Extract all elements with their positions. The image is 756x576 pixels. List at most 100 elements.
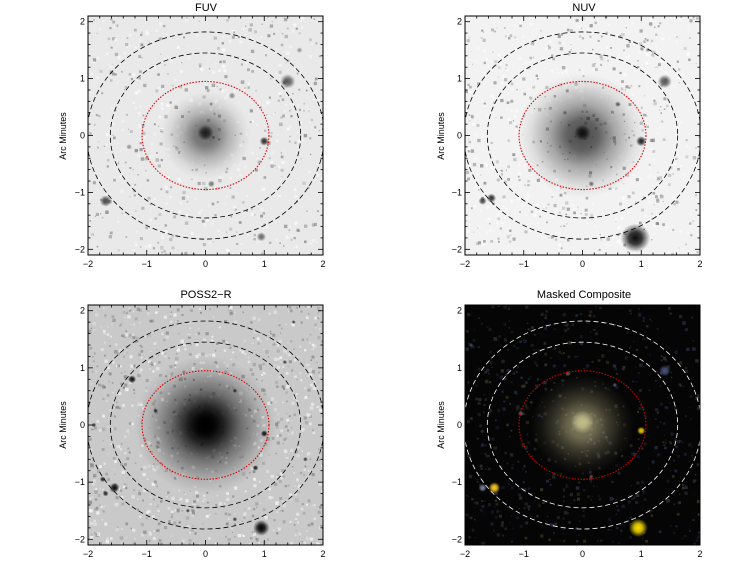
- x-tick-label: −2: [460, 549, 470, 559]
- x-tick-label: 0: [580, 549, 585, 559]
- y-tick-label: 1: [457, 74, 462, 84]
- point-source: [232, 517, 238, 522]
- outer-aperture-ellipse: [88, 31, 323, 240]
- y-tick-label: 2: [457, 306, 462, 316]
- point-source: [126, 144, 133, 150]
- outer-aperture-ellipse: [465, 320, 700, 530]
- outer-aperture-ellipse: [88, 320, 323, 530]
- x-tick-label: 0: [203, 259, 208, 269]
- x-tick-label: −1: [142, 549, 152, 559]
- point-sources: [91, 320, 308, 536]
- point-sources: [99, 47, 303, 242]
- y-tick-label: 2: [457, 17, 462, 27]
- point-source: [189, 409, 222, 441]
- x-tick-label: −2: [83, 549, 93, 559]
- x-tick-label: 1: [639, 549, 644, 559]
- point-source: [291, 320, 296, 325]
- tick-marks: [87, 305, 324, 545]
- point-source: [628, 518, 648, 537]
- point-source: [280, 74, 296, 89]
- point-source: [574, 124, 591, 141]
- point-source: [109, 482, 120, 493]
- y-tick-label: 2: [80, 17, 85, 27]
- y-tick-label: 0: [457, 131, 462, 141]
- panel-poss2-r: POSS2−R Arc Minutes −2 −1 0 1 2 −2 −1 0 …: [58, 289, 326, 559]
- middle-aperture-ellipse: [109, 52, 302, 219]
- y-tick-label: 1: [80, 74, 85, 84]
- point-source: [127, 375, 137, 384]
- point-source: [658, 365, 671, 377]
- x-tick-label: 2: [697, 259, 702, 269]
- inner-aperture-ellipse: [518, 370, 647, 480]
- panel-fuv: FUV Arc Minutes −2 −1 0 1 2 −2 −1 0 1 2: [58, 2, 326, 269]
- x-tick-label: 1: [639, 259, 644, 269]
- y-tick-label: 0: [80, 420, 85, 430]
- inner-aperture-ellipse: [141, 80, 270, 191]
- point-source: [303, 457, 308, 462]
- point-source: [488, 482, 501, 494]
- point-source: [185, 508, 190, 513]
- x-tick-label: 1: [262, 549, 267, 559]
- x-tick-label: −1: [519, 259, 529, 269]
- middle-aperture-ellipse: [109, 341, 302, 509]
- panel-title: NUV: [572, 2, 596, 14]
- y-tick-label: −1: [452, 187, 462, 197]
- point-source: [102, 490, 109, 497]
- middle-aperture-ellipse: [486, 52, 679, 219]
- point-source: [588, 474, 594, 479]
- point-source: [296, 47, 303, 53]
- y-tick-label: 2: [80, 306, 85, 316]
- point-source: [228, 92, 236, 100]
- y-tick-label: −1: [75, 477, 85, 487]
- point-source: [614, 101, 621, 108]
- y-axis-label: Arc Minutes: [436, 401, 446, 449]
- point-sources: [468, 342, 671, 537]
- y-tick-label: 0: [457, 420, 462, 430]
- point-source: [637, 426, 646, 435]
- x-tick-label: −2: [460, 259, 470, 269]
- panel-title: Masked Composite: [537, 289, 631, 301]
- panel-nuv: NUV Arc Minutes −2 −1 0 1 2 −2 −1 0 1 2: [436, 2, 703, 269]
- panel-masked-composite: Masked Composite Arc Minutes −2 −1 0 1 2…: [436, 289, 703, 559]
- point-source: [588, 181, 595, 187]
- x-tick-label: 2: [697, 549, 702, 559]
- y-tick-label: 1: [457, 363, 462, 373]
- point-source: [252, 465, 259, 471]
- point-source: [282, 359, 288, 365]
- panel-title: POSS2−R: [180, 289, 231, 301]
- x-tick-label: 2: [320, 549, 325, 559]
- x-tick-label: −1: [519, 549, 529, 559]
- point-source: [657, 74, 672, 89]
- point-source: [253, 519, 270, 536]
- point-source: [478, 483, 487, 492]
- noise-layer: [88, 16, 323, 255]
- point-source: [153, 408, 158, 414]
- y-axis-label: Arc Minutes: [436, 112, 446, 160]
- y-tick-label: 0: [80, 131, 85, 141]
- point-source: [91, 422, 97, 428]
- y-tick-label: −2: [452, 244, 462, 254]
- point-source: [478, 196, 487, 205]
- middle-aperture-ellipse: [486, 341, 679, 509]
- y-tick-label: −1: [452, 477, 462, 487]
- x-tick-label: 1: [262, 259, 267, 269]
- tick-marks: [464, 16, 701, 255]
- point-source: [562, 110, 568, 116]
- inner-aperture-ellipse: [141, 370, 270, 480]
- point-source: [259, 136, 269, 146]
- point-source: [517, 410, 524, 417]
- panel-title: FUV: [195, 2, 218, 14]
- point-source: [612, 382, 618, 388]
- point-source: [260, 430, 268, 438]
- point-source: [207, 180, 215, 188]
- y-tick-label: −1: [75, 187, 85, 197]
- y-tick-label: 1: [80, 363, 85, 373]
- point-source: [197, 124, 214, 141]
- outer-aperture-ellipse: [465, 31, 700, 240]
- point-sources: [478, 74, 672, 253]
- tick-marks: [87, 16, 324, 255]
- point-source: [468, 342, 474, 348]
- x-tick-label: −1: [142, 259, 152, 269]
- inner-aperture-ellipse: [518, 80, 647, 191]
